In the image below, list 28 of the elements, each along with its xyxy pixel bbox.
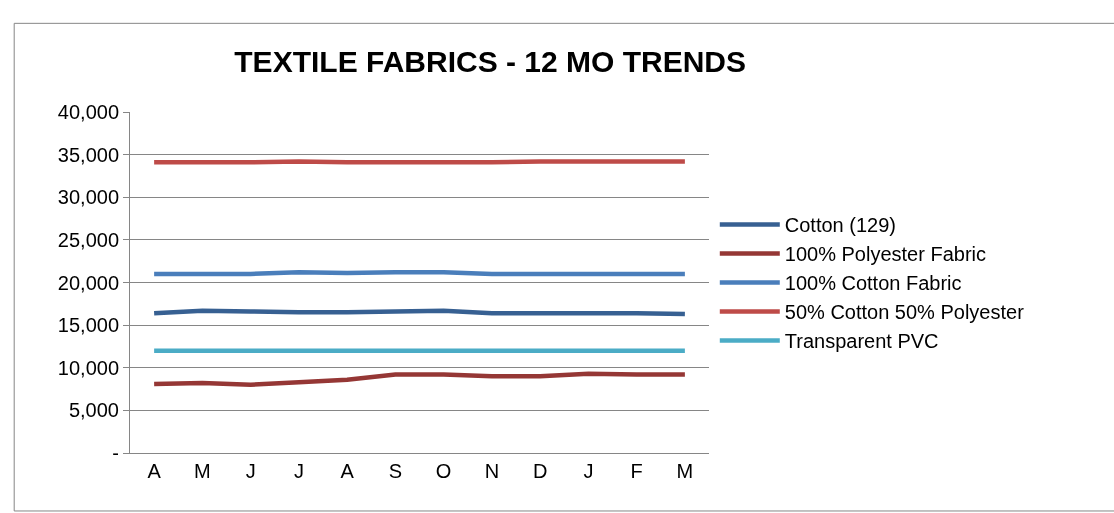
x-tick-label: M [676, 460, 694, 482]
x-tick-label: A [147, 460, 162, 482]
x-tick-label: D [532, 460, 548, 482]
legend-label: 100% Polyester Fabric [784, 243, 986, 266]
x-tick-label: J [293, 460, 304, 482]
line-series [151, 371, 688, 388]
legend-label: Cotton (129) [784, 214, 896, 237]
x-tick-label: M [194, 460, 211, 482]
x-tick-label: N [484, 460, 500, 482]
legend-label: 100% Cotton Fabric [784, 272, 962, 295]
x-tick-label: F [630, 460, 643, 482]
chart-title: TEXTILE FABRICS - 12 MO TRENDS [234, 45, 747, 79]
y-tick-label: 40,000 [57, 101, 119, 123]
y-tick-label: 5,000 [68, 399, 119, 422]
y-tick-label: 30,000 [57, 186, 119, 209]
x-tick-label: J [583, 460, 594, 482]
x-tick-label: A [340, 460, 355, 482]
y-tick-label: 20,000 [57, 271, 119, 294]
x-tick-label: J [245, 460, 256, 482]
y-tick-label: 35,000 [57, 143, 119, 166]
x-tick-label: O [435, 460, 452, 482]
y-tick-label: 15,000 [57, 314, 119, 337]
y-tick-label: 10,000 [57, 356, 119, 379]
y-tick-label: - [112, 442, 119, 464]
x-tick-label: S [388, 460, 403, 482]
legend-label: 50% Cotton 50% Polyester [784, 301, 1025, 324]
y-tick-label: 25,000 [57, 228, 119, 251]
legend-label: Transparent PVC [784, 330, 939, 353]
